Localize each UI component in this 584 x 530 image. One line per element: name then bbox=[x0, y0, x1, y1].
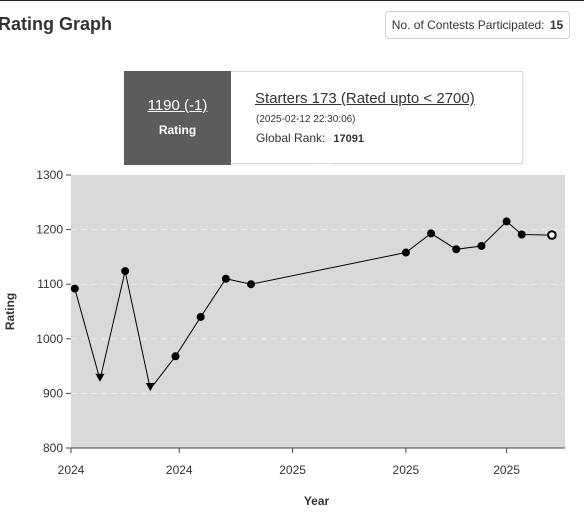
rating-point-2[interactable] bbox=[121, 267, 130, 276]
x-tick-label-1: 2024 bbox=[166, 463, 193, 477]
tooltip-rating-label: Rating bbox=[158, 123, 197, 137]
rating-point-9[interactable] bbox=[427, 229, 436, 238]
rating-point-0[interactable] bbox=[70, 284, 79, 293]
rating-point-3[interactable] bbox=[145, 383, 155, 392]
x-tick-label-4: 2025 bbox=[493, 463, 520, 477]
tooltip-global-rank: Global Rank: 17091 bbox=[256, 131, 364, 145]
tooltip-pointer bbox=[313, 164, 333, 175]
contests-participated-label: No. of Contests Participated: bbox=[391, 18, 545, 32]
x-tick-label-3: 2025 bbox=[393, 463, 420, 477]
tooltip-rating-value[interactable]: 1190 (-1) bbox=[147, 97, 208, 114]
rating-point-1[interactable] bbox=[95, 373, 105, 382]
y-tick-label-800: 800 bbox=[43, 441, 63, 455]
y-axis-ticks: 800 900 1000 1100 1200 1300 bbox=[36, 168, 71, 455]
y-tick-label-1100: 1100 bbox=[37, 277, 63, 291]
top-divider bbox=[0, 0, 584, 1]
rating-point-14[interactable] bbox=[547, 230, 557, 240]
rating-point-6[interactable] bbox=[221, 274, 230, 283]
x-axis-ticks: 2024 2024 2025 2025 2025 bbox=[58, 448, 520, 477]
y-tick-label-1300: 1300 bbox=[36, 168, 63, 182]
tooltip-contest-link[interactable]: Starters 173 (Rated upto < 2700) bbox=[255, 90, 475, 107]
grid-lines bbox=[71, 229, 565, 394]
rating-point-8[interactable] bbox=[401, 248, 410, 257]
y-axis-title: Rating bbox=[3, 293, 17, 330]
x-tick-label-2: 2025 bbox=[279, 463, 306, 477]
contests-participated-badge: No. of Contests Participated: 15 bbox=[385, 11, 570, 39]
y-tick-label-1200: 1200 bbox=[36, 223, 63, 237]
rating-point-4[interactable] bbox=[171, 352, 180, 361]
tooltip-rank-value: 17091 bbox=[333, 133, 364, 145]
contests-participated-count: 15 bbox=[549, 18, 564, 32]
rating-markers bbox=[70, 217, 557, 392]
rating-point-12[interactable] bbox=[502, 217, 511, 226]
tooltip-rank-label: Global Rank: bbox=[256, 131, 326, 145]
x-tick-label-0: 2024 bbox=[58, 463, 85, 477]
contest-tooltip: 1190 (-1) Rating Starters 173 (Rated upt… bbox=[124, 71, 523, 175]
rating-point-5[interactable] bbox=[196, 312, 205, 321]
y-tick-label-900: 900 bbox=[43, 386, 63, 400]
page-title: Rating Graph bbox=[0, 14, 113, 34]
plot-area bbox=[71, 175, 565, 448]
y-tick-label-1000: 1000 bbox=[36, 332, 63, 346]
rating-point-13[interactable] bbox=[517, 230, 526, 239]
tooltip-rating-panel: 1190 (-1) Rating bbox=[124, 71, 231, 165]
rating-point-10[interactable] bbox=[452, 245, 461, 254]
rating-point-11[interactable] bbox=[477, 241, 486, 250]
tooltip-contest-date: (2025-02-12 22:30:06) bbox=[256, 114, 356, 125]
x-axis-title: Year bbox=[304, 494, 330, 508]
rating-point-7[interactable] bbox=[247, 280, 256, 289]
